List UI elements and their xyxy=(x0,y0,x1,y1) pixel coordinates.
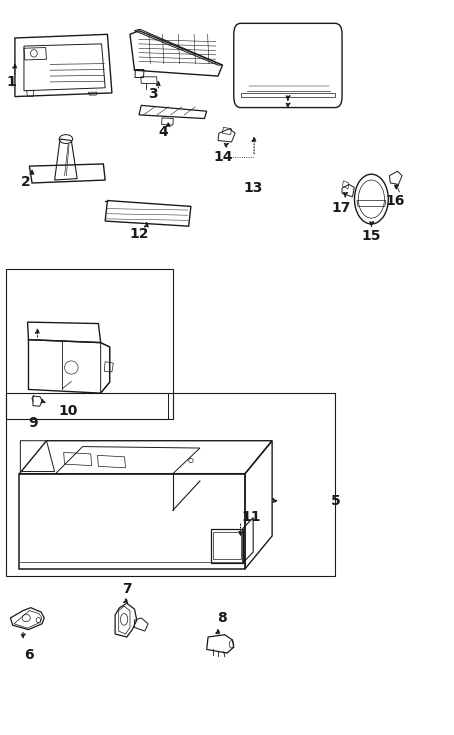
Text: 8: 8 xyxy=(217,611,227,625)
Text: 3: 3 xyxy=(148,87,158,101)
Text: 1: 1 xyxy=(6,75,16,89)
Text: 4: 4 xyxy=(158,125,168,139)
Text: 2: 2 xyxy=(21,174,31,188)
Text: 16: 16 xyxy=(385,193,405,207)
Text: 11: 11 xyxy=(241,510,261,524)
Text: 7: 7 xyxy=(122,582,132,596)
Text: 13: 13 xyxy=(243,181,263,195)
Text: 17: 17 xyxy=(331,201,350,215)
Text: 6: 6 xyxy=(24,648,33,662)
Text: 5: 5 xyxy=(331,494,341,508)
Text: 14: 14 xyxy=(214,150,233,164)
Text: 9: 9 xyxy=(28,416,38,430)
Text: 12: 12 xyxy=(129,227,149,241)
Text: 10: 10 xyxy=(59,404,78,418)
Text: 15: 15 xyxy=(362,229,381,243)
